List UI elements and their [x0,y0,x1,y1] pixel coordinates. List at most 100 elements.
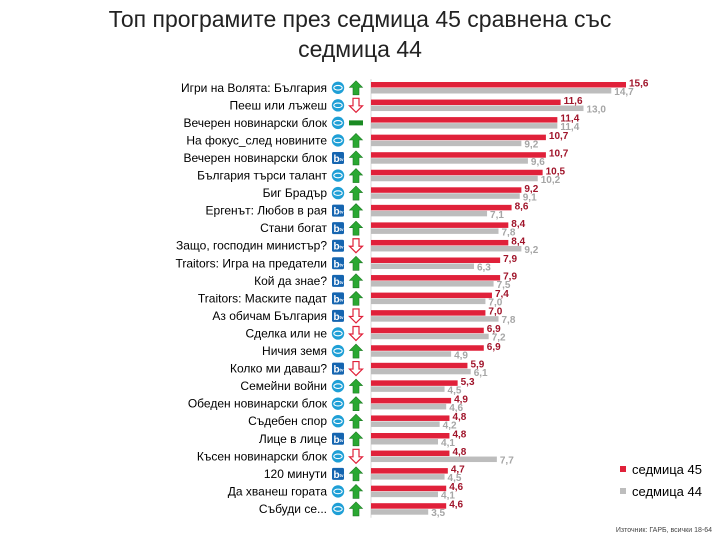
value-label-week44: 6,3 [477,263,491,274]
arrow-down-icon [348,308,364,324]
value-label-week45: 11,6 [564,96,583,107]
btv-logo-tv: tv [340,438,344,443]
value-label-week45: 4,8 [452,430,466,441]
btv-logo-tv: tv [340,280,344,285]
value-label-week45: 5,3 [461,377,475,388]
nova-logo-ring [333,488,343,495]
btv-logo-icon: b tv [332,222,344,235]
nova-logo-ring [333,172,343,179]
legend-item-week45: седмица 45 [620,458,702,480]
bar-week44 [371,140,522,147]
nova-logo-icon [331,81,345,94]
bar-week44 [371,263,474,269]
bar-week45 [371,362,468,369]
bar-week45 [371,345,484,351]
category-label: Лице в лице [259,432,327,446]
arrow-up-icon [348,290,364,306]
btv-logo-letter: b [334,242,340,253]
btv-logo-icon: b tv [332,292,344,305]
arrow-down-icon [348,238,364,254]
nova-logo-circle [331,502,345,516]
arrow-down-icon [348,448,364,465]
btv-logo-icon: b tv [332,239,344,253]
value-label-week45: 6,9 [487,342,501,353]
arrow-up-icon [348,501,364,517]
value-label-week45: 8,4 [511,236,525,247]
bar-week45 [371,257,501,263]
bar-week45 [371,503,447,509]
category-label: Вечерен новинарски блок [183,116,327,130]
category-label: Сделка или не [245,326,327,340]
nova-logo-ring [333,102,343,109]
btv-logo-icon: b tv [332,151,344,165]
bar-week45 [371,450,450,457]
arrow-up-icon [348,80,364,96]
category-label: Traitors: Игра на предатели [175,256,327,270]
btv-logo-letter: b [334,259,340,270]
nova-logo-circle [331,397,345,410]
value-label-week44: 4,6 [449,403,463,414]
bar-week45 [371,204,512,211]
value-label-week44: 4,5 [448,473,462,484]
nova-logo-ring [333,506,343,512]
bar-week45 [371,485,447,492]
value-label-week45: 7,0 [488,307,502,318]
btv-logo-tv: tv [340,262,344,267]
value-label-week45: 15,6 [629,79,649,90]
bar-week45 [371,468,448,474]
nova-logo-circle [331,415,345,428]
value-label-week45: 5,9 [470,359,484,370]
btv-logo-letter: b [334,154,340,165]
legend-swatch-week45 [620,466,626,472]
btv-logo-letter: b [334,435,340,446]
category-label: Събуди се... [259,502,327,516]
nova-logo-ring [333,453,343,460]
btv-logo-icon: b tv [332,432,344,446]
arrow-up-icon [348,185,364,201]
bar-week44 [371,175,538,182]
category-label: 120 минути [264,467,327,481]
bar-week45 [371,222,509,228]
arrow-up-icon [348,203,364,218]
value-label-week44: 9,2 [524,245,538,256]
nova-logo-circle [331,450,345,463]
bar-week45 [371,239,509,246]
btv-logo-box [332,222,344,235]
nova-logo-circle [331,134,345,147]
bar-week45 [371,99,561,106]
chart-title-line-1: Топ програмите през седмица 45 сравнена … [108,6,612,32]
value-label-week45: 8,6 [515,201,529,212]
btv-logo-letter: b [334,365,340,376]
nova-logo-ring [333,84,343,91]
bar-week45 [371,152,546,158]
value-label-week44: 7,7 [500,456,514,467]
chart-legend: седмица 45 седмица 44 [620,458,702,502]
bar-week45 [371,292,492,299]
btv-logo-box [332,274,344,287]
btv-logo-letter: b [334,224,340,235]
chart-title-line-2: седмица 44 [298,36,422,62]
nova-logo-circle [331,116,345,130]
arrow-up-icon [348,431,364,447]
bar-week44 [371,210,488,217]
arrow-up-icon [348,396,364,411]
btv-logo-tv: tv [340,315,344,320]
bar-week44 [371,421,440,427]
nova-logo-icon [331,485,345,498]
category-label: На фокус_след новините [186,133,327,147]
btv-logo-letter: b [334,470,340,481]
value-label-week44: 11,4 [560,122,579,133]
nova-logo-icon [331,502,345,516]
nova-logo-icon [331,186,345,200]
value-label-week45: 4,6 [449,482,463,493]
nova-logo-icon [331,379,345,393]
value-label-week45: 10,7 [549,131,569,142]
nova-logo-ring [333,418,343,425]
nova-logo-ring [333,190,343,196]
nova-logo-ring [333,400,343,407]
legend-label-week45: седмица 45 [632,461,702,477]
value-label-week45: 4,7 [451,465,465,476]
nova-logo-circle [331,186,345,200]
btv-logo-tv: tv [340,157,344,162]
